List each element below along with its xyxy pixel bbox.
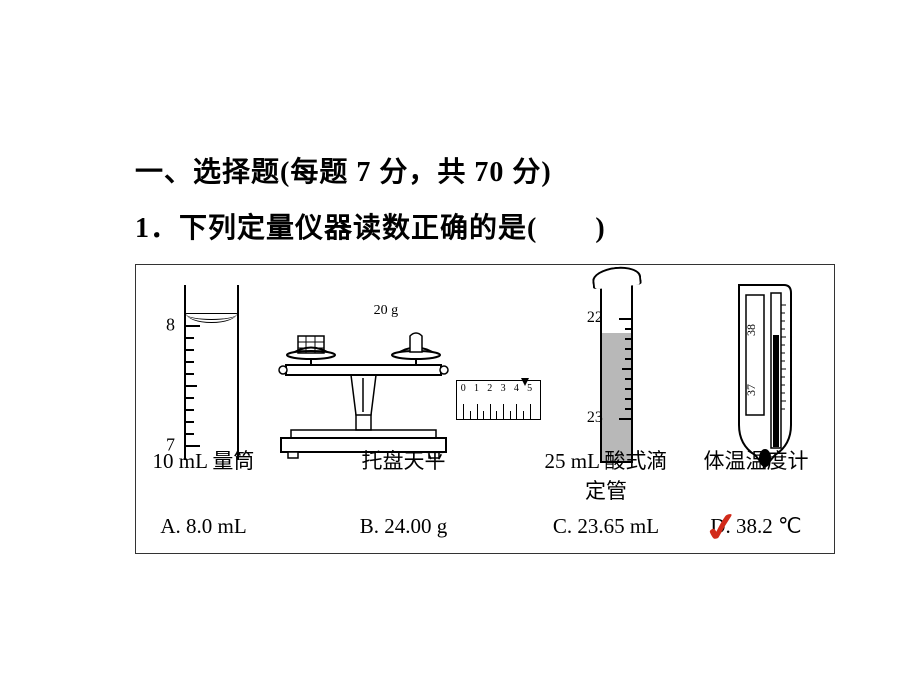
- caption-b: 托盘天平: [271, 445, 536, 505]
- weight-label: 20 g: [374, 303, 399, 319]
- caption-row: 10 mL 量筒 托盘天平 25 mL 酸式滴定管 体温温度计: [136, 445, 836, 505]
- svg-text:38: 38: [744, 324, 758, 336]
- caption-d: 体温温度计: [676, 445, 836, 505]
- thermometer-icon: 37 38: [719, 275, 819, 470]
- graduated-cylinder-icon: 8 7: [184, 285, 239, 460]
- section-heading: 一、选择题(每题 7 分，共 70 分): [135, 150, 800, 190]
- burette-23: 23: [587, 409, 603, 427]
- figure-box: 8 7 20 g: [135, 264, 835, 554]
- answer-c: C. 23.65 mL: [536, 514, 676, 539]
- question-text: 1．下列定量仪器读数正确的是( ): [135, 206, 800, 246]
- answer-b: B. 24.00 g: [271, 514, 536, 539]
- panel-d: 37 38: [674, 265, 834, 553]
- balance-icon: [276, 320, 451, 460]
- panel-a: 8 7: [136, 265, 271, 553]
- panel-c: 22 23: [535, 265, 675, 553]
- svg-text:37: 37: [744, 384, 758, 396]
- checkmark-icon: ✓: [700, 502, 744, 553]
- panel-b: 20 g: [271, 265, 535, 553]
- answer-a: A. 8.0 mL: [136, 514, 271, 539]
- answer-d: D. 38.2 ℃: [676, 514, 836, 539]
- caption-a: 10 mL 量筒: [136, 445, 271, 505]
- cyl-tick-8: 8: [166, 315, 175, 336]
- balance-ruler-icon: 0 1 2 3 4 5: [456, 380, 541, 420]
- caption-c: 25 mL 酸式滴定管: [536, 445, 676, 505]
- burette-icon: 22 23: [590, 273, 645, 463]
- meniscus-icon: [186, 313, 237, 323]
- burette-22: 22: [587, 309, 603, 327]
